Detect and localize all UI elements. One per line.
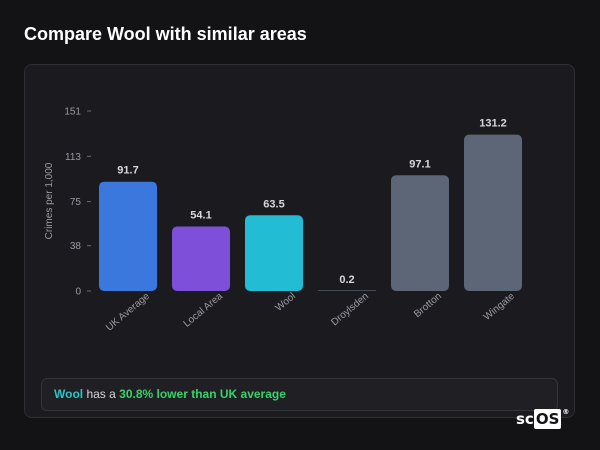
bar-value-label: 0.2 bbox=[339, 274, 354, 286]
logo-prefix: sc bbox=[516, 410, 534, 428]
x-tick-label: UK Average bbox=[104, 291, 152, 334]
y-tick-label: 75 bbox=[70, 197, 82, 208]
y-tick-label: 151 bbox=[64, 107, 81, 118]
bar bbox=[318, 290, 376, 291]
bar-value-label: 63.5 bbox=[263, 198, 284, 210]
y-tick-label: 0 bbox=[75, 287, 81, 298]
bar bbox=[172, 226, 230, 291]
scos-logo: sc OS ® bbox=[516, 408, 569, 430]
summary-delta: 30.8% lower than UK average bbox=[119, 387, 286, 401]
summary-place-name: Wool bbox=[54, 387, 84, 401]
bar bbox=[245, 215, 303, 291]
comparison-summary: Wool has a 30.8% lower than UK average bbox=[41, 378, 558, 411]
page-title: Compare Wool with similar areas bbox=[24, 24, 307, 44]
y-axis-label: Crimes per 1,000 bbox=[44, 162, 55, 239]
y-tick-label: 38 bbox=[70, 241, 82, 252]
bar-value-label: 91.7 bbox=[117, 165, 138, 177]
x-tick-label: Wingate bbox=[482, 291, 518, 323]
bar-value-label: 131.2 bbox=[479, 118, 507, 130]
x-tick-label: Brotton bbox=[412, 291, 444, 320]
summary-text: has a bbox=[86, 387, 116, 401]
x-tick-label: Local Area bbox=[182, 291, 226, 330]
logo-boxed: OS bbox=[533, 409, 562, 429]
bar bbox=[391, 175, 449, 291]
chart-card: Crimes per 1,000 0 38 75 113 151 91.7 UK Averag… bbox=[24, 64, 575, 418]
logo-registered-mark: ® bbox=[562, 408, 570, 416]
bar-value-label: 97.1 bbox=[409, 158, 430, 170]
bar-value-label: 54.1 bbox=[190, 210, 211, 222]
bar-chart: Crimes per 1,000 0 38 75 113 151 91.7 UK Averag… bbox=[44, 107, 522, 334]
bar bbox=[99, 181, 157, 291]
bar bbox=[464, 134, 522, 291]
x-tick-label: Droylsden bbox=[329, 291, 371, 328]
x-tick-label: Wool bbox=[274, 291, 298, 314]
y-tick-label: 113 bbox=[65, 152, 81, 163]
